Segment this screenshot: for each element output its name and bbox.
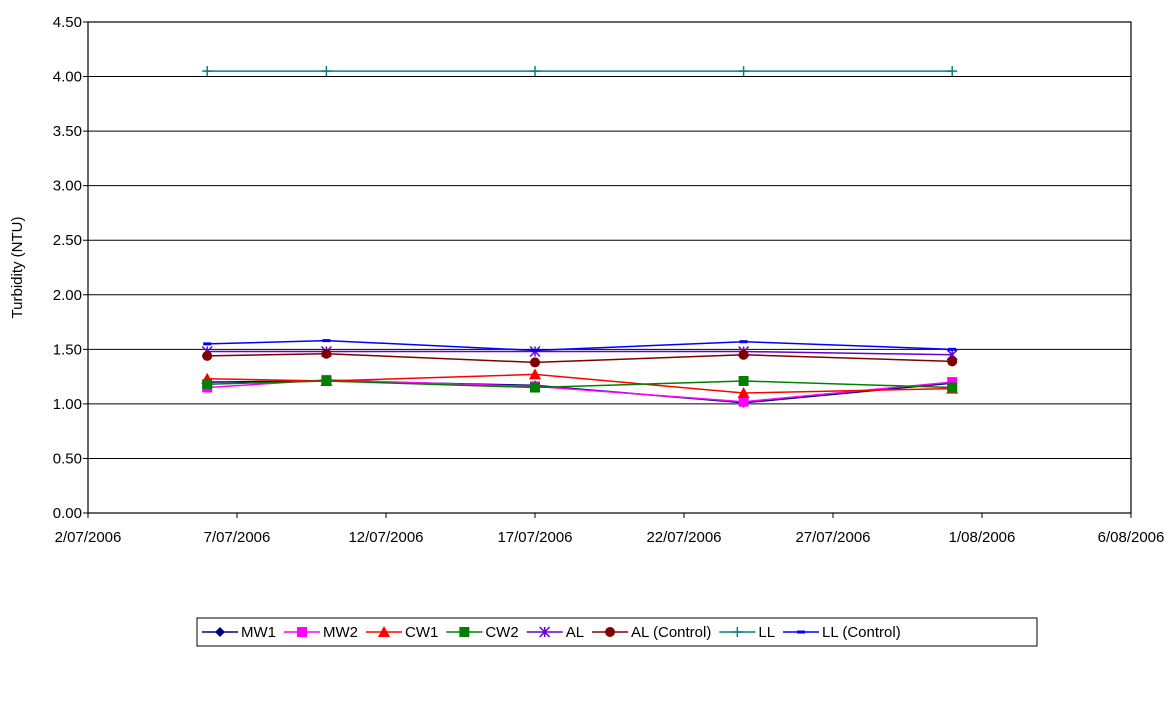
y-tick-label: 4.50: [53, 14, 82, 31]
data-point-marker: [947, 66, 958, 77]
series-al-control: [202, 348, 958, 368]
y-tick-label: 0.50: [53, 450, 82, 467]
data-point-marker: [947, 382, 958, 393]
x-tick-label: 6/08/2006: [1098, 529, 1165, 546]
data-point-marker: [738, 375, 749, 386]
legend-item: LL: [719, 624, 775, 641]
data-point-marker: [321, 66, 332, 77]
data-point-marker: [530, 66, 540, 77]
x-tick-label: 17/07/2006: [497, 529, 572, 546]
series-line: [207, 352, 953, 364]
data-point-marker: [539, 626, 551, 638]
y-tick-label: 3.00: [53, 178, 82, 195]
data-point-marker: [321, 348, 332, 359]
legend-label: LL: [758, 624, 775, 641]
x-tick-label: 27/07/2006: [795, 529, 870, 546]
data-point-marker: [737, 386, 750, 398]
legend-item: CW1: [366, 624, 438, 641]
legend-item: AL: [526, 624, 584, 641]
data-point-marker: [738, 396, 749, 407]
data-point-marker: [797, 630, 806, 634]
data-point-marker: [215, 627, 225, 637]
y-tick-label: 1.00: [53, 396, 82, 413]
y-tick-label: 2.50: [53, 232, 82, 249]
x-tick-label: 12/07/2006: [348, 529, 423, 546]
series-ll: [202, 66, 958, 77]
legend-item: MW2: [284, 624, 358, 641]
data-point-marker: [297, 627, 307, 637]
series-line: [207, 380, 953, 389]
x-tick-label: 7/07/2006: [204, 529, 271, 546]
plot-area: [87, 21, 1132, 514]
legend: [196, 617, 1038, 647]
series-cw2: [202, 375, 958, 393]
y-tick-label: 1.50: [53, 341, 82, 358]
data-point-marker: [530, 382, 540, 393]
data-point-marker: [738, 349, 749, 360]
legend-label: MW1: [241, 624, 276, 641]
data-point-marker: [459, 627, 470, 637]
data-point-marker: [739, 340, 748, 344]
legend-label: MW2: [323, 624, 358, 641]
legend-label: CW2: [485, 624, 518, 641]
y-tick-label: 3.50: [53, 123, 82, 140]
data-point-marker: [203, 342, 212, 346]
y-axis-label: Turbidity (NTU): [9, 217, 26, 319]
data-point-marker: [947, 377, 958, 388]
data-point-marker: [947, 356, 958, 367]
y-tick-label: 2.00: [53, 287, 82, 304]
legend-label: AL (Control): [631, 624, 711, 641]
data-point-marker: [322, 339, 331, 343]
x-tick-label: 22/07/2006: [646, 529, 721, 546]
y-tick-label: 0.00: [53, 505, 82, 522]
data-point-marker: [738, 66, 749, 77]
legend-label: AL: [566, 624, 584, 641]
data-point-marker: [529, 368, 541, 380]
legend-label: CW1: [405, 624, 438, 641]
data-point-marker: [530, 357, 540, 368]
data-point-marker: [948, 347, 957, 351]
data-point-marker: [202, 379, 213, 390]
data-point-marker: [321, 375, 332, 386]
legend-item: MW1: [202, 624, 276, 641]
data-point-marker: [531, 348, 539, 352]
y-tick-label: 4.00: [53, 69, 82, 86]
series-ll-control: [203, 339, 957, 352]
legend-item: LL (Control): [783, 624, 901, 641]
legend-item: AL (Control): [592, 624, 711, 641]
data-point-marker: [605, 627, 616, 637]
data-point-marker: [732, 627, 743, 637]
legend-label: LL (Control): [822, 624, 901, 641]
legend-item: CW2: [446, 624, 519, 641]
data-point-marker: [378, 626, 390, 637]
x-tick-label: 2/07/2006: [55, 529, 122, 546]
x-tick-label: 1/08/2006: [949, 529, 1016, 546]
data-point-marker: [202, 350, 213, 361]
data-point-marker: [202, 66, 213, 77]
